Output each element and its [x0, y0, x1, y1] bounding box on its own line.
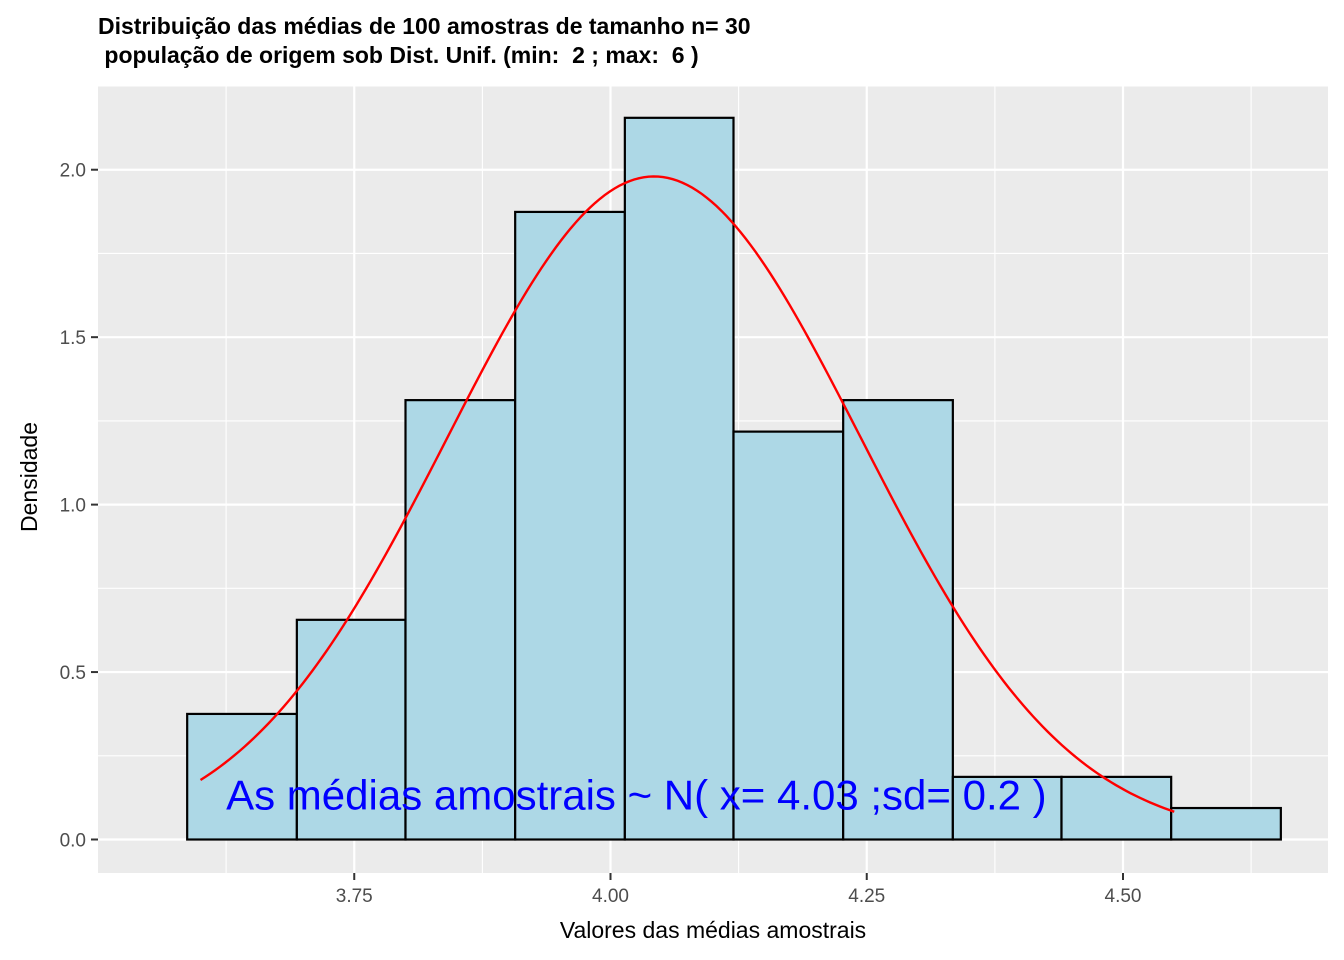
- y-tick-label: 1.0: [60, 496, 86, 517]
- histogram-bar: [514, 210, 626, 841]
- y-axis-title: Densidade: [16, 422, 42, 532]
- chart-title: Distribuição das médias de 100 amostras …: [98, 13, 751, 39]
- x-tick-label: 4.25: [848, 886, 885, 907]
- normal-density-curve: [199, 175, 1175, 813]
- histogram-bar: [623, 116, 735, 841]
- y-tick-label: 2.0: [60, 161, 86, 182]
- y-axis: 0.0 0.5 1.0 1.5 2.0: [60, 161, 98, 852]
- chart-subtitle: população de origem sob Dist. Unif. (min…: [98, 42, 699, 68]
- x-axis-title: Valores das médias amostrais: [560, 917, 866, 943]
- y-tick-label: 0.5: [60, 663, 86, 684]
- histogram-bar: [295, 618, 407, 841]
- histogram-bar: [732, 430, 845, 841]
- histogram-bar: [404, 399, 517, 841]
- x-tick-label: 4.00: [592, 886, 629, 907]
- x-tick-label: 4.50: [1105, 886, 1142, 907]
- x-axis: 3.75 4.00 4.25 4.50: [336, 873, 1142, 907]
- y-tick-label: 1.5: [60, 328, 86, 349]
- y-tick-label: 0.0: [60, 831, 86, 852]
- distribution-annotation: As médias amostrais ~ N( x= 4.03 ;sd= 0.…: [226, 771, 1047, 818]
- histogram-bars: [186, 116, 1282, 841]
- x-tick-label: 3.75: [336, 886, 373, 907]
- histogram-bar: [842, 399, 954, 841]
- histogram-bar: [1170, 806, 1282, 841]
- histogram-bar: [951, 775, 1063, 841]
